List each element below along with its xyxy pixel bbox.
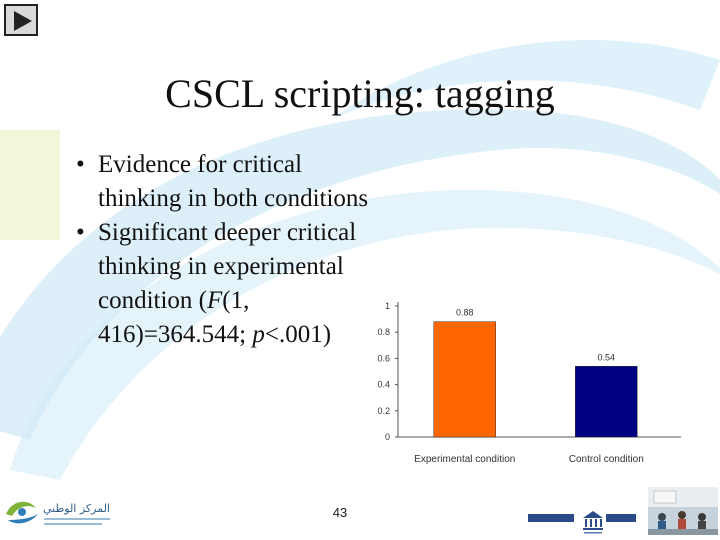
bullet-marker: • — [76, 219, 85, 246]
y-tick-label: 1 — [385, 301, 390, 311]
category-label: Control condition — [569, 454, 644, 465]
national-center-logo: المركز الوطني — [6, 501, 110, 525]
stat-f: F — [207, 287, 223, 314]
bullet-item: • Significant deeper critical thinking i… — [72, 216, 372, 352]
bullet-marker: • — [76, 151, 85, 178]
logo-arabic-text: المركز الوطني — [43, 502, 110, 515]
stat-f-value: (1, 416)=364.544; — [98, 287, 253, 348]
bar-experimental — [433, 321, 496, 438]
page-number: 43 — [332, 505, 348, 520]
stat-p: p — [252, 321, 265, 348]
bar-control — [575, 366, 638, 438]
bullet-item: • Evidence for critical thinking in both… — [72, 148, 372, 216]
slide-title: CSCL scripting: tagging — [165, 71, 555, 116]
university-banner — [528, 514, 636, 522]
y-tick-label: 0 — [385, 432, 390, 442]
bullet-text: Significant deeper critical thinking in … — [98, 219, 357, 314]
bar-chart: 0 0.2 0.4 0.6 0.8 1 0.88 Experimental condition… — [377, 301, 681, 465]
data-label: 0.88 — [456, 308, 474, 318]
y-tick-label: 0.2 — [377, 406, 390, 416]
y-tick-label: 0.6 — [377, 353, 390, 363]
university-logo-icon — [583, 511, 603, 534]
classroom-photo — [648, 487, 718, 535]
bullet-text: Evidence for critical thinking in both c… — [98, 151, 369, 212]
play-triangle-icon — [14, 11, 32, 31]
bullet-list: • Evidence for critical thinking in both… — [72, 148, 372, 352]
data-label: 0.54 — [597, 352, 615, 362]
play-button[interactable] — [4, 4, 38, 36]
y-tick-label: 0.4 — [377, 380, 390, 390]
stat-p-value: <.001) — [264, 321, 332, 348]
category-label: Experimental condition — [414, 454, 515, 465]
y-tick-label: 0.8 — [377, 327, 390, 337]
